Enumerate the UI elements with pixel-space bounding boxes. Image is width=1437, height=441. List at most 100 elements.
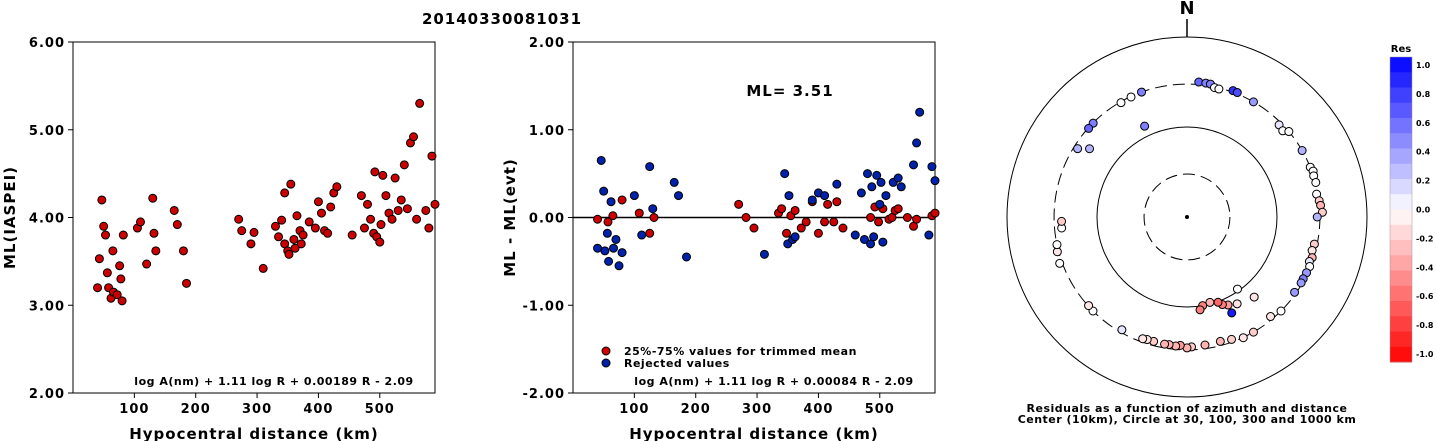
data-point <box>101 230 111 240</box>
colorbar-title: Res <box>1391 44 1411 55</box>
y-axis-label: ML(IASPEI) <box>1 166 19 269</box>
x-tick-label: 500 <box>365 402 395 417</box>
rejected-point <box>608 243 618 253</box>
station-residual-point <box>1084 123 1094 133</box>
station-residual-point <box>1117 325 1127 335</box>
data-point <box>421 205 431 215</box>
trimmed-point <box>874 217 884 227</box>
colorbar-segment <box>1390 331 1412 348</box>
data-point <box>274 232 284 242</box>
colorbar-segment <box>1390 240 1412 256</box>
data-point <box>390 173 400 183</box>
data-point <box>296 239 306 249</box>
y-tick-label: 3.00 <box>29 299 65 314</box>
station-residual-point <box>1249 292 1259 302</box>
data-point <box>94 254 104 264</box>
data-point <box>237 226 247 236</box>
north-label: N <box>1179 0 1194 19</box>
rejected-point <box>930 176 940 186</box>
data-point <box>393 205 403 215</box>
colorbar-segment <box>1390 255 1412 271</box>
colorbar-segment <box>1390 285 1412 302</box>
data-point <box>97 195 107 205</box>
ml-vs-distance-chart: 100 200 300 400 500 2.00 3.00 4.00 5.00 6.00 Hypoc… <box>1 36 440 441</box>
rejected-point <box>637 230 647 240</box>
rejected-point <box>674 191 684 201</box>
data-point <box>249 227 259 237</box>
data-point <box>430 199 440 209</box>
trimmed-point <box>796 223 806 233</box>
station-residual-point <box>1227 308 1237 318</box>
data-point <box>148 193 158 203</box>
rejected-point <box>617 248 627 258</box>
station-residual-point <box>1052 240 1062 250</box>
rejected-point <box>599 186 609 196</box>
data-point <box>427 151 437 161</box>
station-residual-point <box>1276 306 1286 316</box>
rejected-point <box>912 138 922 148</box>
data-point <box>409 132 419 142</box>
rejected-point <box>790 232 800 242</box>
station-residual-point <box>1215 336 1225 346</box>
data-point <box>135 217 145 227</box>
colorbar-segment <box>1390 148 1412 165</box>
rejected-point <box>614 261 624 271</box>
polar-caption-line: Residuals as a function of azimuth and d… <box>1027 402 1348 415</box>
rejected-point <box>863 169 873 179</box>
station-residual-point <box>1116 98 1126 108</box>
trimmed-point <box>866 213 876 222</box>
rejected-point <box>648 204 658 214</box>
data-point <box>366 214 376 224</box>
trimmed-point <box>634 208 644 218</box>
rejected-point <box>600 246 610 256</box>
trimmed-point <box>893 204 903 214</box>
data-point <box>234 214 244 224</box>
trimmed-point <box>734 199 744 209</box>
data-point <box>370 167 380 177</box>
data-point <box>149 228 159 238</box>
data-point <box>277 215 287 225</box>
data-point <box>258 263 268 273</box>
epicenter-marker <box>1185 215 1189 219</box>
station-residual-point <box>1232 88 1242 98</box>
trimmed-point <box>801 217 811 227</box>
rejected-point <box>759 249 769 259</box>
trimmed-point <box>902 213 912 222</box>
colorbar-tick-label: 0.8 <box>1416 90 1431 99</box>
colorbar-segment <box>1390 163 1412 180</box>
trimmed-point <box>820 217 830 227</box>
data-point <box>292 211 302 221</box>
data-point <box>289 234 299 244</box>
colorbar-tick-label: 0.0 <box>1416 206 1431 215</box>
legend-rejected-swatch <box>601 358 611 368</box>
x-tick-label: 200 <box>681 402 711 417</box>
data-point <box>172 220 182 230</box>
trimmed-point <box>832 197 842 207</box>
data-point <box>284 249 294 259</box>
x-tick-label: 300 <box>742 402 772 417</box>
station-residual-point <box>1138 334 1148 344</box>
rejected-point <box>593 243 603 253</box>
residual-colorbar: Res 1.0 0.8 0.6 0.4 0.2 0.0 -0.2 -0.4 -0.6 -0.8 -1.… <box>1389 44 1434 363</box>
station-residual-point <box>1195 305 1205 315</box>
rejected-point <box>856 188 866 198</box>
data-point <box>424 223 434 233</box>
colorbar-segment <box>1390 57 1412 73</box>
trimmed-point <box>813 228 823 238</box>
data-point <box>286 179 296 189</box>
data-point <box>169 205 179 215</box>
data-point <box>290 243 300 253</box>
rejected-point <box>784 191 794 201</box>
data-point <box>118 230 128 240</box>
colorbar-segment <box>1390 133 1412 149</box>
data-point <box>375 237 385 247</box>
station-residual-point <box>1126 92 1136 102</box>
colorbar-tick-label: 0.6 <box>1416 119 1431 128</box>
trimmed-point <box>741 213 751 222</box>
colorbar-segment <box>1390 102 1412 119</box>
data-point <box>117 296 127 306</box>
trimmed-point <box>749 223 759 233</box>
trimmed-point <box>603 217 613 227</box>
station-residual-point <box>1232 284 1242 294</box>
